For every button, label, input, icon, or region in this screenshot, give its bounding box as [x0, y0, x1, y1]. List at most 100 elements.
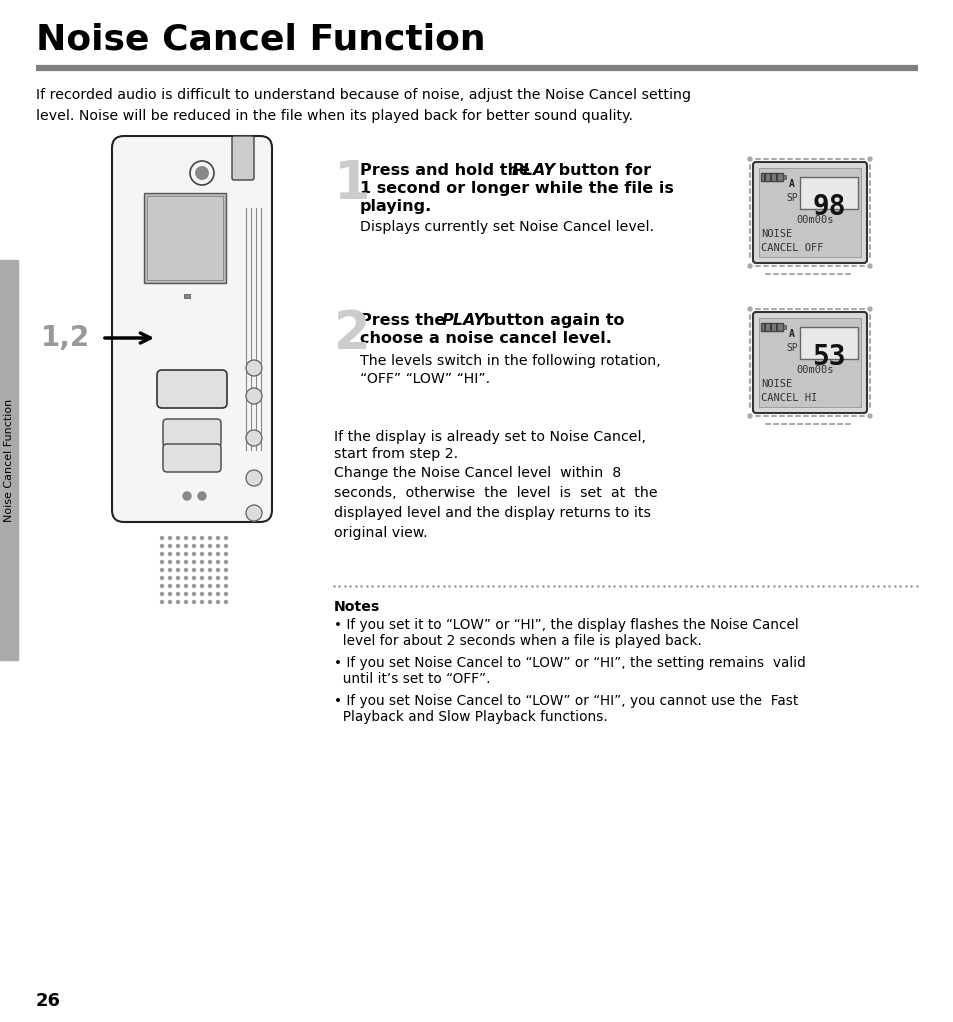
Circle shape: [193, 553, 195, 556]
Circle shape: [193, 593, 195, 596]
Bar: [760, 173, 782, 181]
Text: Press and hold the: Press and hold the: [359, 162, 535, 178]
Circle shape: [176, 601, 179, 604]
Text: level for about 2 seconds when a file is played back.: level for about 2 seconds when a file is…: [334, 634, 701, 648]
Text: button for: button for: [553, 162, 651, 178]
Text: PLAY: PLAY: [441, 313, 486, 328]
Circle shape: [216, 553, 219, 556]
Text: PLAY: PLAY: [512, 162, 556, 178]
Circle shape: [224, 553, 227, 556]
Circle shape: [169, 585, 172, 588]
Text: • If you set it to “LOW” or “HI”, the display flashes the Noise Cancel: • If you set it to “LOW” or “HI”, the di…: [334, 618, 798, 632]
Circle shape: [200, 568, 203, 571]
Text: start from step 2.: start from step 2.: [334, 447, 457, 461]
Circle shape: [184, 568, 188, 571]
Text: “OFF” “LOW” “HI”.: “OFF” “LOW” “HI”.: [359, 372, 490, 386]
FancyBboxPatch shape: [752, 312, 866, 413]
Circle shape: [209, 585, 212, 588]
Circle shape: [184, 593, 188, 596]
Circle shape: [209, 545, 212, 548]
Circle shape: [216, 593, 219, 596]
Circle shape: [184, 560, 188, 563]
Text: A: A: [788, 329, 794, 339]
Circle shape: [198, 492, 206, 500]
Text: until it’s set to “OFF”.: until it’s set to “OFF”.: [334, 672, 490, 686]
Circle shape: [200, 593, 203, 596]
Text: 53: 53: [811, 343, 845, 371]
Circle shape: [246, 430, 262, 446]
Circle shape: [160, 545, 163, 548]
Circle shape: [224, 568, 227, 571]
Circle shape: [246, 388, 262, 404]
Bar: [759, 168, 861, 257]
Circle shape: [169, 576, 172, 579]
Circle shape: [184, 585, 188, 588]
Text: 1: 1: [334, 158, 371, 210]
Circle shape: [200, 576, 203, 579]
Text: A: A: [788, 179, 794, 189]
Circle shape: [200, 553, 203, 556]
Circle shape: [169, 545, 172, 548]
Circle shape: [169, 601, 172, 604]
Circle shape: [176, 568, 179, 571]
Circle shape: [209, 601, 212, 604]
Circle shape: [747, 157, 751, 161]
Circle shape: [224, 537, 227, 540]
Circle shape: [184, 537, 188, 540]
Circle shape: [224, 585, 227, 588]
FancyBboxPatch shape: [144, 193, 226, 283]
Circle shape: [193, 576, 195, 579]
Circle shape: [224, 601, 227, 604]
Text: Notes: Notes: [334, 600, 380, 614]
Circle shape: [747, 264, 751, 268]
Circle shape: [183, 492, 191, 500]
Circle shape: [176, 560, 179, 563]
Text: Noise Cancel Function: Noise Cancel Function: [4, 399, 14, 521]
Circle shape: [209, 537, 212, 540]
Circle shape: [169, 560, 172, 563]
Text: playing.: playing.: [359, 199, 432, 214]
Text: 1 second or longer while the file is: 1 second or longer while the file is: [359, 181, 673, 196]
Circle shape: [224, 545, 227, 548]
FancyBboxPatch shape: [163, 419, 221, 447]
Text: • If you set Noise Cancel to “LOW” or “HI”, you cannot use the  Fast: • If you set Noise Cancel to “LOW” or “H…: [334, 694, 798, 708]
Circle shape: [209, 553, 212, 556]
FancyBboxPatch shape: [112, 136, 272, 522]
Circle shape: [200, 585, 203, 588]
Circle shape: [193, 568, 195, 571]
Text: NOISE: NOISE: [760, 229, 791, 239]
Circle shape: [209, 593, 212, 596]
Circle shape: [176, 593, 179, 596]
Circle shape: [160, 537, 163, 540]
Circle shape: [246, 360, 262, 376]
Circle shape: [216, 560, 219, 563]
Circle shape: [160, 601, 163, 604]
Circle shape: [193, 585, 195, 588]
Text: Change the Noise Cancel level  within  8
seconds,  otherwise  the  level  is  se: Change the Noise Cancel level within 8 s…: [334, 466, 657, 541]
FancyBboxPatch shape: [147, 196, 223, 280]
Circle shape: [209, 560, 212, 563]
Circle shape: [160, 568, 163, 571]
Circle shape: [160, 553, 163, 556]
Text: SP: SP: [785, 193, 797, 203]
Circle shape: [184, 553, 188, 556]
Text: NOISE: NOISE: [760, 379, 791, 389]
Circle shape: [747, 414, 751, 418]
Bar: [760, 323, 782, 331]
Circle shape: [224, 593, 227, 596]
Circle shape: [216, 537, 219, 540]
Circle shape: [193, 601, 195, 604]
Circle shape: [216, 568, 219, 571]
Text: If the display is already set to Noise Cancel,: If the display is already set to Noise C…: [334, 430, 645, 444]
Text: CANCEL OFF: CANCEL OFF: [760, 243, 822, 253]
Circle shape: [216, 545, 219, 548]
Circle shape: [867, 264, 871, 268]
Text: Displays currently set Noise Cancel level.: Displays currently set Noise Cancel leve…: [359, 220, 654, 234]
Circle shape: [209, 568, 212, 571]
Circle shape: [224, 560, 227, 563]
Circle shape: [867, 307, 871, 311]
Circle shape: [169, 568, 172, 571]
Text: • If you set Noise Cancel to “LOW” or “HI”, the setting remains  valid: • If you set Noise Cancel to “LOW” or “H…: [334, 656, 805, 670]
Text: If recorded audio is difficult to understand because of noise, adjust the Noise : If recorded audio is difficult to unders…: [36, 88, 690, 123]
Text: Noise Cancel Function: Noise Cancel Function: [36, 22, 485, 56]
